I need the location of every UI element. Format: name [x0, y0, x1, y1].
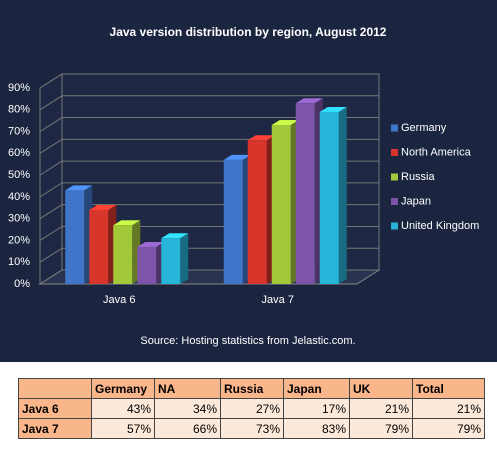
- table-cell: UK: [349, 378, 413, 399]
- table-cell: 21%: [349, 398, 413, 419]
- bar-front: [65, 190, 85, 284]
- table-cell: 79%: [412, 418, 485, 439]
- bar-front: [319, 111, 339, 284]
- table-cell: Java 7: [18, 418, 92, 439]
- y-tick-label: 0%: [14, 278, 30, 290]
- bar: [223, 154, 251, 284]
- y-tick-label: 20%: [8, 234, 30, 246]
- table-cell: 79%: [349, 418, 413, 439]
- legend-swatch: [391, 198, 398, 205]
- table-row: Java 7 57% 66% 73% 83% 79% 79%: [18, 418, 485, 439]
- bar: [295, 98, 323, 284]
- bar: [319, 106, 347, 284]
- bar: [137, 241, 165, 284]
- bar-front: [247, 140, 267, 284]
- side-wall: [39, 73, 63, 285]
- legend-swatch: [391, 222, 398, 230]
- x-tick-label: Java 7: [262, 294, 294, 306]
- table-cell: 73%: [220, 418, 284, 439]
- legend-swatch: [391, 173, 398, 181]
- y-tick-label: 90%: [8, 82, 30, 94]
- source-note: Source: Hosting statistics from Jelastic…: [140, 335, 355, 347]
- bar: [89, 204, 117, 284]
- bar: [65, 185, 93, 284]
- x-tick-label: Java 6: [103, 294, 135, 306]
- bar-front: [89, 209, 109, 284]
- bar: [247, 135, 275, 284]
- table-cell: Russia: [220, 378, 284, 399]
- bar-side: [338, 106, 347, 284]
- grid-line: [39, 73, 379, 89]
- legend-label: North America: [401, 146, 472, 158]
- grid-line: [39, 117, 379, 132]
- chart: Java version distribution by region, Aug…: [0, 0, 497, 362]
- legend-swatch: [391, 149, 398, 156]
- table-cell: 83%: [283, 418, 350, 439]
- bar-front: [271, 125, 291, 285]
- bar-front: [161, 238, 181, 284]
- table-cell: 21%: [412, 398, 485, 419]
- legend-swatch: [391, 124, 398, 132]
- bar-top: [89, 204, 117, 210]
- table-cell: [18, 378, 92, 399]
- legend-label: Germany: [401, 122, 447, 134]
- table-cell: 66%: [154, 418, 221, 439]
- bar-top: [247, 135, 275, 141]
- data-table: Germany NA Russia Japan UK Total Java 6 43% 34% 2…: [18, 378, 485, 439]
- bar-front: [295, 103, 315, 284]
- y-tick-label: 70%: [8, 125, 30, 137]
- bar-front: [137, 246, 157, 284]
- legend-label: Russia: [401, 171, 436, 183]
- bar-top: [223, 154, 251, 160]
- table-cell: 34%: [154, 398, 221, 419]
- legend-label: Japan: [401, 195, 431, 207]
- chart-title: Java version distribution by region, Aug…: [110, 25, 387, 39]
- table-cell: 27%: [220, 398, 284, 419]
- table-row: Java 6 43% 34% 27% 17% 21% 21%: [18, 398, 485, 419]
- y-tick-label: 40%: [8, 191, 30, 203]
- bar-front: [223, 159, 243, 284]
- bar: [271, 120, 299, 285]
- table-cell: Total: [412, 378, 485, 399]
- bar-top: [137, 241, 165, 247]
- table-cell: Java 6: [18, 398, 92, 419]
- bar: [161, 233, 189, 284]
- bar-top: [271, 120, 299, 126]
- y-tick-label: 50%: [8, 169, 30, 181]
- y-tick-label: 30%: [8, 213, 30, 225]
- table-cell: 17%: [283, 398, 350, 419]
- bar: [113, 220, 141, 284]
- bar-top: [113, 220, 141, 226]
- y-tick-label: 10%: [8, 256, 30, 268]
- table-cell: Germany: [91, 378, 155, 399]
- bar-front: [113, 225, 133, 284]
- bar-top: [295, 98, 323, 104]
- table-cell: 57%: [91, 418, 155, 439]
- y-tick-label: 80%: [8, 104, 30, 116]
- bar-side: [180, 233, 189, 284]
- bar-top: [319, 106, 347, 112]
- table-cell: Japan: [283, 378, 350, 399]
- table-cell: 43%: [91, 398, 155, 419]
- bar-top: [65, 185, 93, 191]
- y-tick-label: 60%: [8, 147, 30, 159]
- table-cell: NA: [154, 378, 221, 399]
- legend-label: United Kingdom: [401, 220, 479, 232]
- header-row: Germany NA Russia Japan UK Total: [18, 378, 485, 399]
- bar-top: [161, 233, 189, 239]
- grid-line: [39, 95, 379, 111]
